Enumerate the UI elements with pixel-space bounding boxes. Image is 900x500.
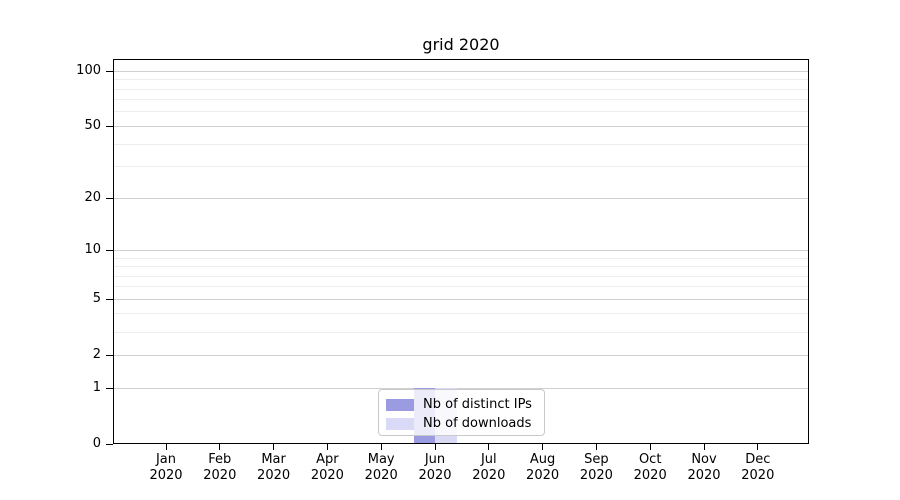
legend-label: Nb of downloads bbox=[423, 416, 532, 431]
major-gridline bbox=[113, 197, 809, 199]
minor-gridline bbox=[113, 266, 809, 267]
x-tick-month: Oct bbox=[638, 452, 662, 467]
x-tick-label: Jan 2020 bbox=[136, 452, 196, 484]
x-tick-mark bbox=[165, 444, 167, 450]
x-tick-year: 2020 bbox=[687, 468, 721, 483]
minor-gridline bbox=[113, 99, 809, 101]
y-tick-mark bbox=[106, 125, 113, 127]
x-tick-year: 2020 bbox=[257, 468, 291, 483]
x-tick-label: Feb 2020 bbox=[190, 452, 250, 484]
y-tick-mark bbox=[106, 298, 113, 300]
x-tick-mark bbox=[326, 444, 328, 450]
minor-gridline bbox=[113, 257, 809, 259]
legend: Nb of distinct IPs Nb of downloads bbox=[378, 389, 545, 436]
plot-area bbox=[113, 59, 809, 444]
x-tick-year: 2020 bbox=[633, 468, 667, 483]
minor-gridline bbox=[113, 275, 809, 277]
y-tick-mark bbox=[106, 70, 113, 72]
x-tick-month: Dec bbox=[745, 452, 771, 467]
minor-gridline bbox=[113, 79, 809, 81]
x-tick-month: Jan bbox=[155, 452, 177, 467]
x-tick-month: Jun bbox=[424, 452, 446, 467]
y-tick-label: 1 bbox=[92, 380, 101, 395]
legend-item: Nb of downloads bbox=[386, 414, 538, 433]
y-tick-label: 2 bbox=[92, 347, 101, 363]
x-tick-month: May bbox=[367, 452, 395, 467]
x-tick-mark bbox=[434, 444, 436, 450]
y-tick-label: 20 bbox=[84, 190, 101, 206]
major-gridline bbox=[113, 387, 809, 389]
x-tick-month: Nov bbox=[691, 452, 717, 467]
x-tick-mark bbox=[703, 444, 705, 450]
y-tick-label: 10 bbox=[84, 242, 101, 258]
minor-gridline bbox=[113, 166, 809, 168]
x-tick-year: 2020 bbox=[472, 468, 506, 483]
x-tick-label: Nov 2020 bbox=[674, 452, 734, 484]
x-tick-month: Jul bbox=[480, 452, 497, 467]
x-tick-mark bbox=[649, 444, 651, 450]
minor-gridline bbox=[113, 111, 809, 113]
y-tick-mark bbox=[106, 387, 113, 389]
x-tick-year: 2020 bbox=[203, 468, 237, 483]
minor-gridline bbox=[113, 88, 809, 90]
legend-label: Nb of distinct IPs bbox=[423, 397, 532, 412]
minor-gridline bbox=[113, 143, 809, 145]
y-tick-mark bbox=[106, 249, 113, 251]
x-tick-year: 2020 bbox=[741, 468, 775, 483]
x-tick-month: Apr bbox=[316, 452, 339, 467]
x-tick-label: Mar 2020 bbox=[244, 452, 304, 484]
y-tick-label: 100 bbox=[76, 63, 101, 79]
y-tick-mark bbox=[106, 197, 113, 199]
x-tick-mark bbox=[273, 444, 275, 450]
major-gridline bbox=[113, 125, 809, 127]
minor-gridline bbox=[113, 313, 809, 315]
major-gridline bbox=[113, 298, 809, 300]
x-tick-year: 2020 bbox=[579, 468, 613, 483]
x-tick-year: 2020 bbox=[364, 468, 398, 483]
x-tick-month: Feb bbox=[208, 452, 232, 467]
major-gridline bbox=[113, 249, 809, 251]
x-tick-label: Apr 2020 bbox=[297, 452, 357, 484]
legend-swatch-icon bbox=[386, 398, 414, 411]
legend-swatch-icon bbox=[386, 417, 414, 430]
y-tick-label: 50 bbox=[84, 118, 101, 134]
major-gridline bbox=[113, 70, 809, 72]
x-tick-mark bbox=[219, 444, 221, 450]
x-tick-mark bbox=[488, 444, 490, 450]
x-tick-month: Aug bbox=[529, 452, 556, 467]
minor-gridline bbox=[113, 286, 809, 288]
x-tick-label: Jul 2020 bbox=[459, 452, 519, 484]
x-tick-label: Oct 2020 bbox=[620, 452, 680, 484]
x-tick-label: Sep 2020 bbox=[566, 452, 626, 484]
x-tick-month: Sep bbox=[584, 452, 609, 467]
minor-gridline bbox=[113, 331, 809, 333]
y-tick-mark bbox=[106, 443, 113, 445]
major-gridline bbox=[113, 354, 809, 356]
x-tick-label: Aug 2020 bbox=[513, 452, 573, 484]
chart-title: grid 2020 bbox=[422, 35, 500, 54]
x-tick-year: 2020 bbox=[418, 468, 452, 483]
x-tick-mark bbox=[595, 444, 597, 450]
x-tick-year: 2020 bbox=[526, 468, 560, 483]
legend-item: Nb of distinct IPs bbox=[386, 395, 538, 414]
y-tick-label: 0 bbox=[92, 436, 101, 451]
x-tick-label: Dec 2020 bbox=[728, 452, 788, 484]
x-tick-year: 2020 bbox=[149, 468, 183, 483]
y-tick-mark bbox=[106, 354, 113, 356]
plot-frame bbox=[113, 59, 809, 444]
x-tick-label: Jun 2020 bbox=[405, 452, 465, 484]
x-tick-mark bbox=[542, 444, 544, 450]
x-tick-month: Mar bbox=[261, 452, 286, 467]
y-tick-label: 5 bbox=[92, 291, 101, 307]
x-tick-label: May 2020 bbox=[351, 452, 411, 484]
x-tick-year: 2020 bbox=[310, 468, 344, 483]
x-tick-mark bbox=[757, 444, 759, 450]
x-tick-mark bbox=[380, 444, 382, 450]
